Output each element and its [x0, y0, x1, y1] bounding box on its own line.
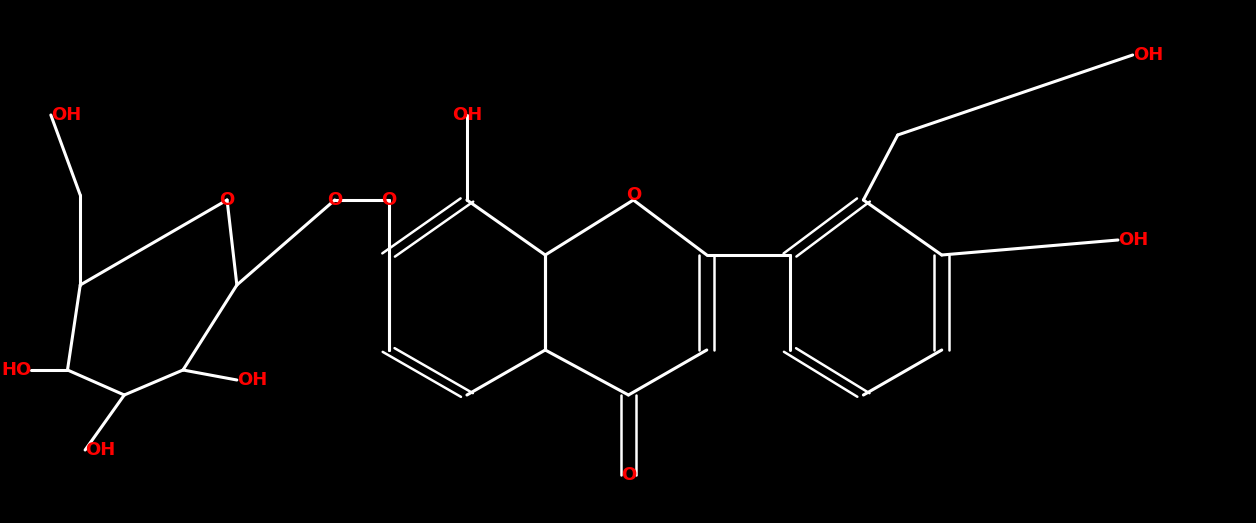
Text: OH: OH — [1118, 231, 1148, 249]
Text: HO: HO — [1, 361, 31, 379]
Text: O: O — [381, 191, 396, 209]
Text: O: O — [625, 186, 641, 204]
Text: OH: OH — [85, 441, 116, 459]
Text: OH: OH — [50, 106, 82, 124]
Text: O: O — [327, 191, 343, 209]
Text: OH: OH — [237, 371, 268, 389]
Text: O: O — [220, 191, 235, 209]
Text: OH: OH — [1133, 46, 1163, 64]
Text: OH: OH — [452, 106, 482, 124]
Text: O: O — [620, 466, 636, 484]
